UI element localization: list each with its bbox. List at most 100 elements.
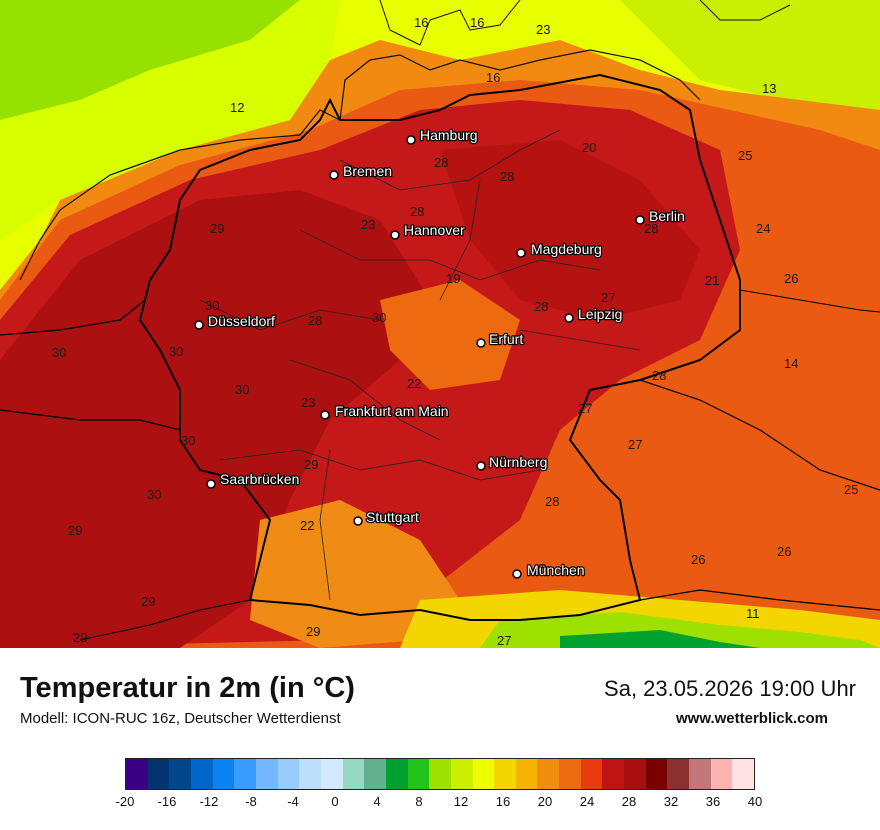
- legend-swatch: [255, 759, 278, 789]
- land-hottest-east: [440, 140, 700, 320]
- city-marker-bremen: [329, 170, 339, 180]
- czech-border: [639, 379, 880, 491]
- city-label-berlin: Berlin: [649, 208, 685, 224]
- legend-swatch: [169, 759, 191, 789]
- legend-swatch: [667, 759, 690, 789]
- temperature-map-canvas: Hamburg Bremen Hannover Berlin Magdeburg…: [0, 0, 880, 648]
- temp-value: 27: [601, 290, 615, 305]
- temp-value: 28: [545, 494, 559, 509]
- temp-value: 30: [205, 298, 219, 313]
- temp-value: 30: [52, 345, 66, 360]
- germany-border: [138, 73, 741, 621]
- netherlands-belgium-border: [0, 299, 146, 336]
- city-label-nuernberg: Nürnberg: [489, 454, 547, 470]
- temp-value: 13: [762, 81, 776, 96]
- temp-value: 25: [844, 482, 858, 497]
- temp-value: 21: [705, 273, 719, 288]
- legend-swatch: [385, 759, 408, 789]
- legend-swatch: [645, 759, 668, 789]
- temp-value: 30: [181, 433, 195, 448]
- legend-tick-label: 4: [373, 794, 381, 809]
- temp-value: 28: [410, 204, 424, 219]
- city-label-saarbruecken: Saarbrücken: [220, 471, 299, 487]
- city-marker-hamburg: [406, 135, 416, 145]
- temp-value: 28: [500, 169, 514, 184]
- legend-swatch: [515, 759, 538, 789]
- temp-value: 12: [230, 100, 244, 115]
- legend-tick-label: 24: [579, 794, 595, 809]
- temp-value: 16: [470, 15, 484, 30]
- coastal-yellow-zone: [0, 0, 340, 240]
- website-link[interactable]: www.wetterblick.com: [676, 710, 828, 727]
- legend-swatch: [494, 759, 516, 789]
- city-marker-erfurt: [476, 338, 486, 348]
- city-label-muenchen: München: [527, 562, 585, 578]
- legend-swatch: [450, 759, 473, 789]
- temp-value: 28: [434, 155, 448, 170]
- legend-swatch: [126, 759, 148, 789]
- legend-tick-label: -4: [287, 794, 299, 809]
- temp-value: 23: [361, 217, 375, 232]
- coastline: [19, 49, 701, 281]
- city-marker-berlin: [635, 215, 645, 225]
- temp-value: 30: [235, 382, 249, 397]
- legend-tick-label: -20: [115, 794, 135, 809]
- city-label-frankfurt: Frankfurt am Main: [335, 403, 449, 419]
- temp-value: 11: [746, 606, 760, 621]
- city-marker-frankfurt: [320, 410, 330, 420]
- temp-value: 16: [486, 70, 500, 85]
- temp-value: 23: [301, 395, 315, 410]
- legend-swatch: [212, 759, 235, 789]
- legend-tick-labels: -20 -16 -12 -8 -4 0 4 8 12 16 20 24 28 32 36 40: [116, 794, 763, 814]
- temp-value: 26: [777, 544, 791, 559]
- legend-swatch: [277, 759, 300, 789]
- city-label-hamburg: Hamburg: [420, 127, 478, 143]
- belgium-france-border: [0, 409, 181, 431]
- temp-value: 28: [534, 299, 548, 314]
- city-label-stuttgart: Stuttgart: [366, 509, 419, 525]
- legend-tick-label: 12: [453, 794, 469, 809]
- legend-tick-label: 28: [621, 794, 637, 809]
- legend-tick-label: 0: [331, 794, 339, 809]
- temp-value: 29: [210, 221, 224, 236]
- temp-value: 30: [147, 487, 161, 502]
- legend-swatch: [407, 759, 430, 789]
- temp-value: 29: [141, 594, 155, 609]
- city-marker-magdeburg: [516, 248, 526, 258]
- swiss-border: [79, 599, 251, 641]
- city-markers: [194, 135, 645, 579]
- city-marker-saarbruecken: [206, 479, 216, 489]
- temp-value: 28: [652, 368, 666, 383]
- temp-value: 27: [497, 633, 511, 648]
- temp-value: 27: [628, 437, 642, 452]
- legend-swatch: [580, 759, 603, 789]
- temp-value: 23: [536, 22, 550, 37]
- denmark-coast: [379, 0, 521, 46]
- legend-tick-label: 8: [415, 794, 423, 809]
- land-hottest-west: [0, 190, 430, 648]
- temp-value: 29: [73, 630, 87, 645]
- temp-value: 19: [446, 271, 460, 286]
- legend-tick-label: 36: [705, 794, 721, 809]
- legend-tick-label: -16: [157, 794, 177, 809]
- city-label-hannover: Hannover: [404, 222, 465, 238]
- temp-value: 28: [644, 221, 658, 236]
- city-marker-duesseldorf: [194, 320, 204, 330]
- temp-value: 28: [308, 313, 322, 328]
- legend-swatch: [710, 759, 733, 789]
- city-label-erfurt: Erfurt: [489, 331, 523, 347]
- city-label-leipzig: Leipzig: [578, 306, 622, 322]
- footer: Temperatur in 2m (in °C) Modell: ICON-RU…: [0, 648, 880, 830]
- legend-tick-label: -12: [199, 794, 219, 809]
- city-marker-muenchen: [512, 569, 522, 579]
- temp-value: 30: [169, 344, 183, 359]
- temp-value: 29: [68, 523, 82, 538]
- city-labels: Hamburg Bremen Hannover Berlin Magdeburg…: [207, 126, 686, 580]
- legend-tick-label: 20: [537, 794, 553, 809]
- state-borders: [199, 129, 641, 601]
- temperature-map: Hamburg Bremen Hannover Berlin Magdeburg…: [0, 0, 880, 648]
- temp-value: 14: [784, 356, 798, 371]
- poland-border: [739, 289, 880, 313]
- city-marker-nuernberg: [476, 461, 486, 471]
- temp-value: 26: [691, 552, 705, 567]
